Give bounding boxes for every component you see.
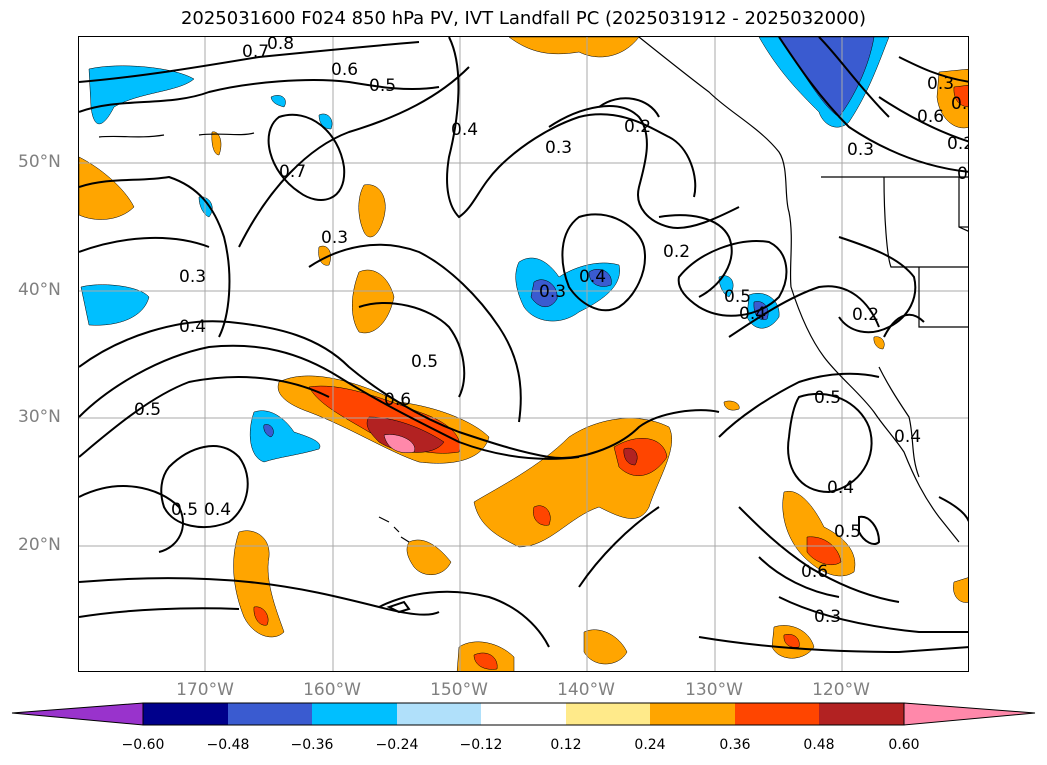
colorbar-tick: −0.36	[290, 737, 334, 753]
colorbar-segment	[312, 703, 397, 725]
contour-label: 0.7	[279, 162, 306, 182]
colorbar-segment	[650, 703, 735, 725]
gridlines	[79, 37, 968, 671]
colorbar-tick: 0.24	[634, 737, 666, 753]
contour-label: 0.3	[847, 140, 874, 160]
contour-label: 0.6	[384, 390, 411, 410]
contour-label: 0.5	[411, 352, 438, 372]
colorbar-tick: −0.48	[206, 737, 250, 753]
contour-label: 0.4	[451, 120, 478, 140]
lat-label-40n: 40°N	[18, 280, 61, 300]
colorbar-tick: 0.48	[803, 737, 835, 753]
map-canvas: 0.8 0.7 0.6 0.5 0.4 0.2 0.3 0.3 0.2 0.7 …	[79, 37, 969, 671]
colorbar-tick: 0.36	[719, 737, 751, 753]
contour-label: 0.6	[917, 107, 944, 127]
contour-label: 0.2	[624, 117, 651, 137]
colorbar-segment	[397, 703, 481, 725]
contour-label: 0.3	[321, 228, 348, 248]
contour-label: 0.5	[814, 388, 841, 408]
coastlines	[98, 37, 968, 543]
colorbar-tick: −0.12	[459, 737, 503, 753]
lat-label-30n: 30°N	[18, 407, 61, 427]
lat-label-50n: 50°N	[18, 152, 61, 172]
contour-label: 0.4	[894, 427, 921, 447]
contour-label: 0.3	[927, 74, 954, 94]
lon-label-150w: 150°W	[430, 680, 488, 700]
contour-label: 0.5	[834, 522, 861, 542]
negative-shading	[80, 37, 890, 463]
contour-label: 0.5	[134, 400, 161, 420]
pv-contours	[79, 37, 968, 654]
colorbar-tick: −0.60	[121, 737, 165, 753]
lon-label-130w: 130°W	[685, 680, 743, 700]
contour-label: 0.5	[171, 500, 198, 520]
contour-label: 0.4	[957, 164, 969, 184]
contour-label: 0.6	[331, 60, 358, 80]
colorbar-segment	[228, 703, 312, 725]
lon-label-120w: 120°W	[812, 680, 870, 700]
colorbar-segment	[11, 702, 144, 726]
colorbar	[0, 700, 1047, 730]
contour-label: 0.4	[579, 267, 606, 287]
lon-label-140w: 140°W	[557, 680, 615, 700]
contour-label: 0.3	[539, 282, 566, 302]
contour-label: 0.3	[814, 607, 841, 627]
map-panel[interactable]: 0.8 0.7 0.6 0.5 0.4 0.2 0.3 0.3 0.2 0.7 …	[78, 36, 969, 672]
contour-label: 0.2	[852, 305, 879, 325]
colorbar-segment	[903, 702, 1036, 726]
colorbar-segment	[481, 703, 566, 725]
contour-label: 0.4	[739, 304, 766, 324]
colorbar-tick: −0.24	[375, 737, 419, 753]
positive-shading	[79, 37, 968, 671]
colorbar-segment	[143, 703, 228, 725]
contour-label: 0.5	[724, 287, 751, 307]
contour-label: 0.5	[369, 76, 396, 96]
contour-labels: 0.8 0.7 0.6 0.5 0.4 0.2 0.3 0.3 0.2 0.7 …	[134, 37, 969, 627]
contour-label: 0.4	[204, 500, 231, 520]
contour-label: 0.3	[545, 138, 572, 158]
colorbar-segment	[819, 703, 904, 725]
contour-label: 0.5	[951, 94, 969, 114]
colorbar-segment	[566, 703, 650, 725]
contour-label: 0.2	[947, 134, 969, 154]
contour-label: 0.4	[827, 478, 854, 498]
contour-label: 0.7	[242, 42, 269, 62]
contour-label: 0.8	[267, 37, 294, 54]
figure-title: 2025031600 F024 850 hPa PV, IVT Landfall…	[180, 8, 867, 29]
lon-label-170w: 170°W	[176, 680, 234, 700]
colorbar-segment	[735, 703, 819, 725]
contour-label: 0.3	[179, 267, 206, 287]
lat-label-20n: 20°N	[18, 535, 61, 555]
contour-label: 0.2	[663, 242, 690, 262]
colorbar-tick: 0.60	[888, 737, 920, 753]
contour-label: 0.6	[801, 562, 828, 582]
lon-label-160w: 160°W	[303, 680, 361, 700]
colorbar-tick: 0.12	[550, 737, 582, 753]
contour-label: 0.4	[179, 317, 206, 337]
